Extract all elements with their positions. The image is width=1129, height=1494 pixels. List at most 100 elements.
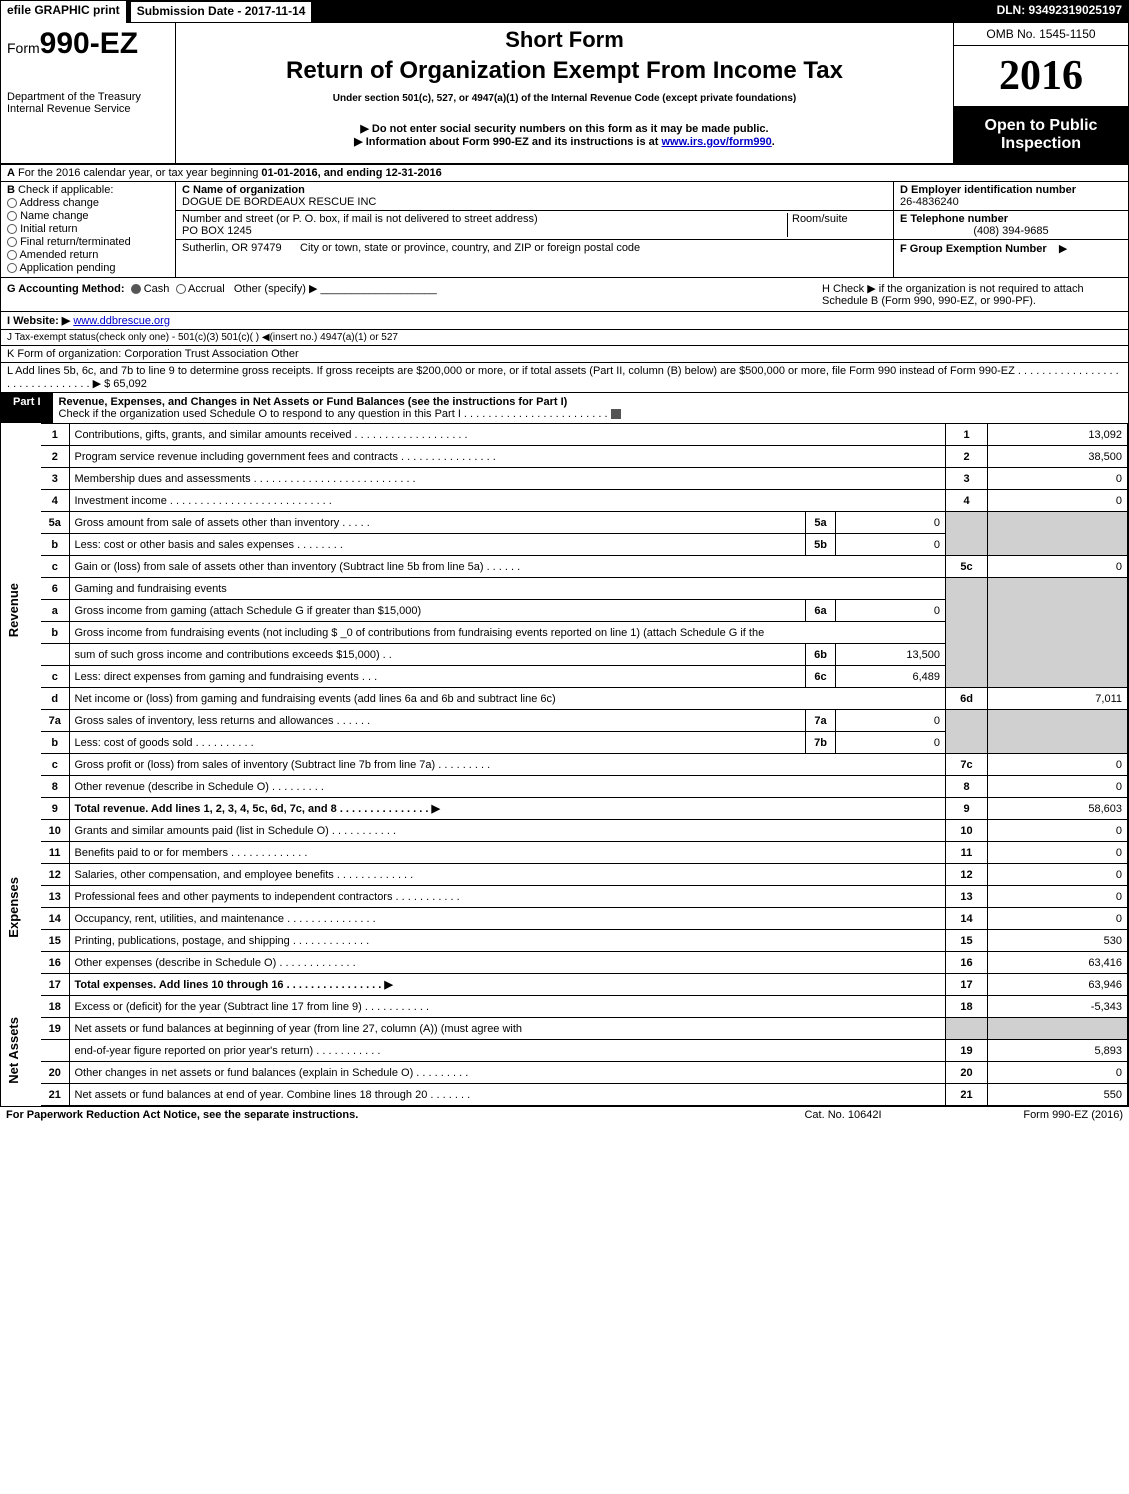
dept-treasury: Department of the Treasury — [7, 91, 169, 103]
part1-label: Part I — [1, 393, 53, 423]
omb-number: OMB No. 1545-1150 — [954, 23, 1128, 46]
org-city: Sutherlin, OR 97479 — [182, 242, 282, 254]
sidebar-revenue: Revenue — [1, 424, 41, 798]
short-form-label: Short Form — [184, 27, 945, 53]
d-label: D Employer identification number — [900, 184, 1076, 196]
section-i: I Website: ▶ www.ddbrescue.org — [1, 312, 1128, 330]
e-label: E Telephone number — [900, 213, 1008, 225]
header: Form990-EZ Department of the Treasury In… — [1, 23, 1128, 165]
table-row: c Gross profit or (loss) from sales of i… — [1, 754, 1128, 776]
table-row: 8 Other revenue (describe in Schedule O)… — [1, 776, 1128, 798]
part1-title: Revenue, Expenses, and Changes in Net As… — [53, 393, 1128, 423]
b-label: B Check if applicable: — [7, 184, 169, 196]
room-suite-label: Room/suite — [787, 213, 887, 237]
c-addr-row: Number and street (or P. O. box, if mail… — [176, 211, 893, 240]
section-g-h: G Accounting Method: Cash Accrual Other … — [1, 278, 1128, 312]
f-group-row: F Group Exemption Number ▶ — [894, 240, 1128, 268]
form-prefix: Form — [7, 40, 40, 56]
chk-final-return[interactable]: Final return/terminated — [7, 236, 169, 248]
table-row: 2 Program service revenue including gove… — [1, 446, 1128, 468]
form-number: Form990-EZ — [7, 27, 169, 61]
section-b-block: B Check if applicable: Address change Na… — [1, 182, 1128, 278]
chk-address-change[interactable]: Address change — [7, 197, 169, 209]
org-name: DOGUE DE BORDEAUX RESCUE INC — [182, 196, 376, 208]
chk-application-pending[interactable]: Application pending — [7, 262, 169, 274]
part1-checkbox[interactable] — [611, 409, 621, 419]
table-row: 6 Gaming and fundraising events — [1, 578, 1128, 600]
dept-irs: Internal Revenue Service — [7, 103, 169, 115]
form-990ez: 990-EZ — [40, 27, 138, 60]
part1-check: Check if the organization used Schedule … — [59, 408, 608, 420]
note-info: ▶ Information about Form 990-EZ and its … — [184, 135, 945, 148]
section-g: G Accounting Method: Cash Accrual Other … — [7, 282, 822, 307]
d-ein-row: D Employer identification number 26-4836… — [894, 182, 1128, 211]
org-addr: PO BOX 1245 — [182, 225, 252, 237]
footer-right: Form 990-EZ (2016) — [943, 1109, 1123, 1121]
section-k: K Form of organization: Corporation Trus… — [1, 346, 1128, 363]
table-row: 11 Benefits paid to or for members . . .… — [1, 842, 1128, 864]
header-left: Form990-EZ Department of the Treasury In… — [1, 23, 176, 163]
footer-left: For Paperwork Reduction Act Notice, see … — [6, 1109, 743, 1121]
table-row: 15 Printing, publications, postage, and … — [1, 930, 1128, 952]
section-def: D Employer identification number 26-4836… — [893, 182, 1128, 277]
table-row: 9 Total revenue. Add lines 1, 2, 3, 4, 5… — [1, 798, 1128, 820]
c-label: C Name of organization — [182, 184, 305, 196]
i-label: I Website: ▶ — [7, 315, 70, 327]
table-row: end-of-year figure reported on prior yea… — [1, 1040, 1128, 1062]
efile-label: efile GRAPHIC print — [1, 1, 128, 23]
chk-initial-return[interactable]: Initial return — [7, 223, 169, 235]
table-row: 5a Gross amount from sale of assets othe… — [1, 512, 1128, 534]
g-label: G Accounting Method: — [7, 283, 125, 295]
form-container: efile GRAPHIC print Submission Date - 20… — [0, 0, 1129, 1107]
table-row: 14 Occupancy, rent, utilities, and maint… — [1, 908, 1128, 930]
radio-accrual[interactable] — [176, 284, 186, 294]
c-addr-label: Number and street (or P. O. box, if mail… — [182, 213, 538, 225]
form-subtitle: Under section 501(c), 527, or 4947(a)(1)… — [184, 93, 945, 104]
table-row: d Net income or (loss) from gaming and f… — [1, 688, 1128, 710]
header-right: OMB No. 1545-1150 2016 Open to Public In… — [953, 23, 1128, 163]
irs-link[interactable]: www.irs.gov/form990 — [662, 136, 772, 148]
section-c: C Name of organization DOGUE DE BORDEAUX… — [176, 182, 893, 277]
ein: 26-4836240 — [900, 196, 959, 208]
table-row: 17 Total expenses. Add lines 10 through … — [1, 974, 1128, 996]
footer: For Paperwork Reduction Act Notice, see … — [0, 1107, 1129, 1123]
section-a: A For the 2016 calendar year, or tax yea… — [1, 165, 1128, 182]
c-city-label: City or town, state or province, country… — [300, 242, 640, 254]
table-row: 3 Membership dues and assessments . . . … — [1, 468, 1128, 490]
f-label: F Group Exemption Number — [900, 243, 1047, 255]
open-to-public: Open to Public Inspection — [954, 107, 1128, 163]
phone: (408) 394-9685 — [900, 225, 1122, 237]
section-b: B Check if applicable: Address change Na… — [1, 182, 176, 277]
table-row: c Gain or (loss) from sale of assets oth… — [1, 556, 1128, 578]
c-name-row: C Name of organization DOGUE DE BORDEAUX… — [176, 182, 893, 211]
table-row: 7a Gross sales of inventory, less return… — [1, 710, 1128, 732]
chk-name-change[interactable]: Name change — [7, 210, 169, 222]
table-row: 16 Other expenses (describe in Schedule … — [1, 952, 1128, 974]
top-bar: efile GRAPHIC print Submission Date - 20… — [1, 1, 1128, 23]
f-arrow: ▶ — [1059, 243, 1067, 255]
sidebar-expenses: Expenses — [1, 820, 41, 996]
table-row: Net Assets 18 Excess or (deficit) for th… — [1, 996, 1128, 1018]
website-link[interactable]: www.ddbrescue.org — [73, 315, 170, 327]
radio-cash[interactable] — [131, 284, 141, 294]
table-row: 20 Other changes in net assets or fund b… — [1, 1062, 1128, 1084]
note-ssn: ▶ Do not enter social security numbers o… — [184, 122, 945, 135]
table-row: 13 Professional fees and other payments … — [1, 886, 1128, 908]
section-a-text: A For the 2016 calendar year, or tax yea… — [1, 165, 448, 181]
section-h: H Check ▶ if the organization is not req… — [822, 282, 1122, 307]
table-row: Revenue 1 Contributions, gifts, grants, … — [1, 424, 1128, 446]
tax-year: 2016 — [954, 46, 1128, 107]
table-row: 21 Net assets or fund balances at end of… — [1, 1084, 1128, 1106]
dln-label: DLN: 93492319025197 — [991, 1, 1128, 23]
sidebar-netassets: Net Assets — [1, 996, 41, 1106]
table-row: 4 Investment income . . . . . . . . . . … — [1, 490, 1128, 512]
part1-header: Part I Revenue, Expenses, and Changes in… — [1, 393, 1128, 423]
lines-table: Revenue 1 Contributions, gifts, grants, … — [1, 423, 1128, 1106]
section-j: J Tax-exempt status(check only one) - 50… — [1, 330, 1128, 346]
submission-date: Submission Date - 2017-11-14 — [130, 1, 313, 23]
chk-amended-return[interactable]: Amended return — [7, 249, 169, 261]
table-row: 19 Net assets or fund balances at beginn… — [1, 1018, 1128, 1040]
footer-mid: Cat. No. 10642I — [743, 1109, 943, 1121]
form-title: Return of Organization Exempt From Incom… — [184, 57, 945, 85]
c-city-row: Sutherlin, OR 97479 City or town, state … — [176, 240, 893, 268]
